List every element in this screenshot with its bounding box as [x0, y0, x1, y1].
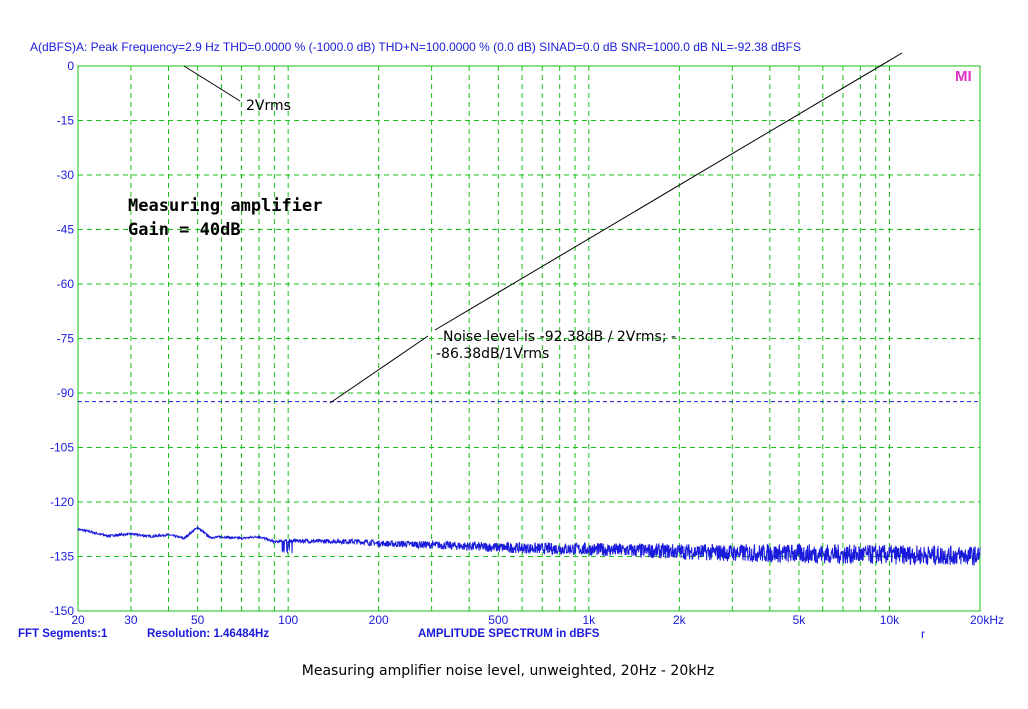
x-tick-label: 50: [191, 613, 205, 627]
x-axis-label: AMPLITUDE SPECTRUM in dBFS: [418, 628, 600, 640]
x-tick-label: 20: [71, 613, 85, 627]
fft-segments-label: FFT Segments:1: [18, 628, 108, 640]
nl-leader-line: [434, 52, 903, 331]
y-axis-ticks: 0 -15 -30 -45 -60 -75 -90 -105 -120 -135 -150: [50, 59, 74, 618]
y-tick-label: -120: [50, 495, 74, 509]
y-tick-label: -75: [57, 332, 75, 346]
x-axis-ticks: 20 50 100 200 500 1k 2k 5k 10k 20kHz 30: [71, 613, 1004, 627]
resolution-label: Resolution: 1.46484Hz: [147, 628, 269, 640]
x-tick-label: 10k: [880, 613, 900, 627]
y-tick-label: -30: [57, 168, 75, 182]
level-label: 2Vrms: [246, 98, 291, 114]
x-tick-label: 100: [278, 613, 298, 627]
y-tick-label: -135: [50, 550, 74, 564]
plot-frame: [77, 65, 981, 612]
x-tick-label: 2k: [673, 613, 687, 627]
x-tick-label: 200: [369, 613, 389, 627]
x-tick-label: 5k: [793, 613, 807, 627]
footer-mark: r: [921, 627, 925, 641]
y-tick-label: -105: [50, 441, 74, 455]
noise-spectrum-trace: [77, 525, 981, 566]
title-line-2: Gain = 40dB: [128, 220, 241, 240]
title-line-1: Measuring amplifier: [128, 196, 322, 216]
y-tick-label: 0: [67, 59, 74, 73]
logo-mark: MI: [955, 68, 972, 85]
y-tick-label: -45: [57, 223, 75, 237]
y-tick-label: -15: [57, 114, 75, 128]
grid-lines: [78, 66, 980, 611]
level-leader-line: [183, 65, 241, 102]
chart-header: A(dBFS)A: Peak Frequency=2.9 Hz THD=0.00…: [30, 40, 801, 54]
x-tick-label: 30: [124, 613, 138, 627]
y-tick-label: -60: [57, 277, 75, 291]
noise-label-line-2: -86.38dB/1Vrms: [436, 346, 549, 362]
x-tick-label: 1k: [582, 613, 596, 627]
x-tick-label: 20kHz: [970, 613, 1004, 627]
chart-caption: Measuring amplifier noise level, unweigh…: [302, 663, 714, 679]
noise-leader-line: [329, 335, 429, 404]
noise-label-line-1: Noise level is -92.38dB / 2Vrms; -: [443, 329, 676, 345]
x-tick-label: 500: [488, 613, 508, 627]
y-tick-label: -90: [57, 386, 75, 400]
y-tick-label: -150: [50, 604, 74, 618]
